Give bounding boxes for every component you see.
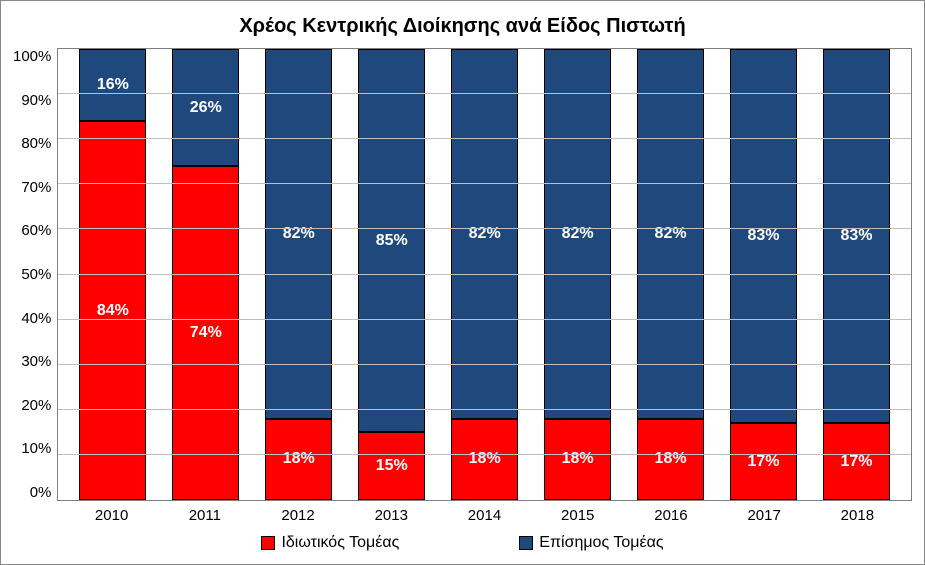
y-tick-label: 100% — [13, 48, 51, 65]
bar-segment-official: 85% — [358, 49, 425, 432]
gridline — [58, 93, 911, 94]
bar-segment-private: 17% — [823, 423, 890, 500]
bar-column: 82%18% — [252, 49, 345, 500]
bar-segment-private: 18% — [265, 419, 332, 500]
bar-segment-private: 17% — [730, 423, 797, 500]
x-tick-label: 2016 — [624, 507, 717, 524]
x-tick-label: 2010 — [65, 507, 158, 524]
y-tick-label: 30% — [21, 353, 51, 370]
y-tick-label: 50% — [21, 266, 51, 283]
bar-segment-private: 18% — [451, 419, 518, 500]
bar-column: 82%18% — [531, 49, 624, 500]
x-tick-label: 2015 — [531, 507, 624, 524]
x-tick-label: 2011 — [158, 507, 251, 524]
legend-item: Ιδιωτικός Τομέας — [261, 534, 399, 552]
bar-segment-private: 18% — [544, 419, 611, 500]
bar-column: 83%17% — [810, 49, 903, 500]
bar-segment-private: 74% — [172, 166, 239, 500]
chart-title: Χρέος Κεντρικής Διοίκησης ανά Είδος Πιστ… — [13, 9, 912, 48]
bar-column: 82%18% — [438, 49, 531, 500]
gridline — [58, 183, 911, 184]
bar-segment-private: 15% — [358, 432, 425, 500]
bar-segment-official: 16% — [79, 49, 146, 121]
y-tick-label: 90% — [21, 92, 51, 109]
y-tick-label: 40% — [21, 310, 51, 327]
bar-column: 85%15% — [345, 49, 438, 500]
gridline — [58, 364, 911, 365]
bar-segment-official: 83% — [730, 49, 797, 423]
bar: 26%74% — [172, 49, 239, 500]
bar: 82%18% — [637, 49, 704, 500]
plot-row: 100% 90% 80% 70% 60% 50% 40% 30% 20% 10% 0% 16%84%… — [13, 48, 912, 501]
legend-swatch — [261, 536, 275, 550]
legend-label: Επίσημος Τομέας — [539, 534, 663, 552]
x-axis: 201020112012201320142015201620172018 — [13, 501, 912, 524]
legend-swatch — [519, 536, 533, 550]
x-tick-label: 2014 — [438, 507, 531, 524]
gridline — [58, 409, 911, 410]
legend-item: Επίσημος Τομέας — [519, 534, 663, 552]
bar: 82%18% — [451, 49, 518, 500]
plot-area: 16%84% 26%74% 82%18% 85%15% 82%18% 82%18% 82%1… — [57, 48, 912, 501]
bar: 83%17% — [823, 49, 890, 500]
bar: 82%18% — [265, 49, 332, 500]
y-tick-label: 80% — [21, 135, 51, 152]
bar: 83%17% — [730, 49, 797, 500]
bar: 16%84% — [79, 49, 146, 500]
y-tick-label: 10% — [21, 440, 51, 457]
bars-group: 16%84% 26%74% 82%18% 85%15% 82%18% 82%18% 82%1… — [58, 49, 911, 500]
gridline — [58, 454, 911, 455]
bar-segment-official: 26% — [172, 49, 239, 166]
bar-column: 82%18% — [624, 49, 717, 500]
bar-column: 26%74% — [159, 49, 252, 500]
x-tick-label: 2017 — [718, 507, 811, 524]
y-tick-label: 0% — [30, 484, 52, 501]
gridline — [58, 274, 911, 275]
bar: 82%18% — [544, 49, 611, 500]
gridline — [58, 319, 911, 320]
x-tick-label: 2013 — [345, 507, 438, 524]
chart-container: Χρέος Κεντρικής Διοίκησης ανά Είδος Πιστ… — [1, 1, 924, 564]
bar-segment-private: 84% — [79, 121, 146, 500]
legend: Ιδιωτικός Τομέας Επίσημος Τομέας — [13, 524, 912, 556]
legend-label: Ιδιωτικός Τομέας — [281, 534, 399, 552]
y-tick-label: 60% — [21, 222, 51, 239]
gridline — [58, 138, 911, 139]
y-tick-label: 70% — [21, 179, 51, 196]
x-tick-label: 2012 — [251, 507, 344, 524]
y-axis: 100% 90% 80% 70% 60% 50% 40% 30% 20% 10% 0% — [13, 48, 57, 501]
bar-column: 83%17% — [717, 49, 810, 500]
gridline — [58, 228, 911, 229]
y-tick-label: 20% — [21, 397, 51, 414]
bar-segment-official: 83% — [823, 49, 890, 423]
bar-column: 16%84% — [66, 49, 159, 500]
x-tick-label: 2018 — [811, 507, 904, 524]
bar: 85%15% — [358, 49, 425, 500]
bar-segment-private: 18% — [637, 419, 704, 500]
x-axis-labels: 201020112012201320142015201620172018 — [57, 507, 912, 524]
